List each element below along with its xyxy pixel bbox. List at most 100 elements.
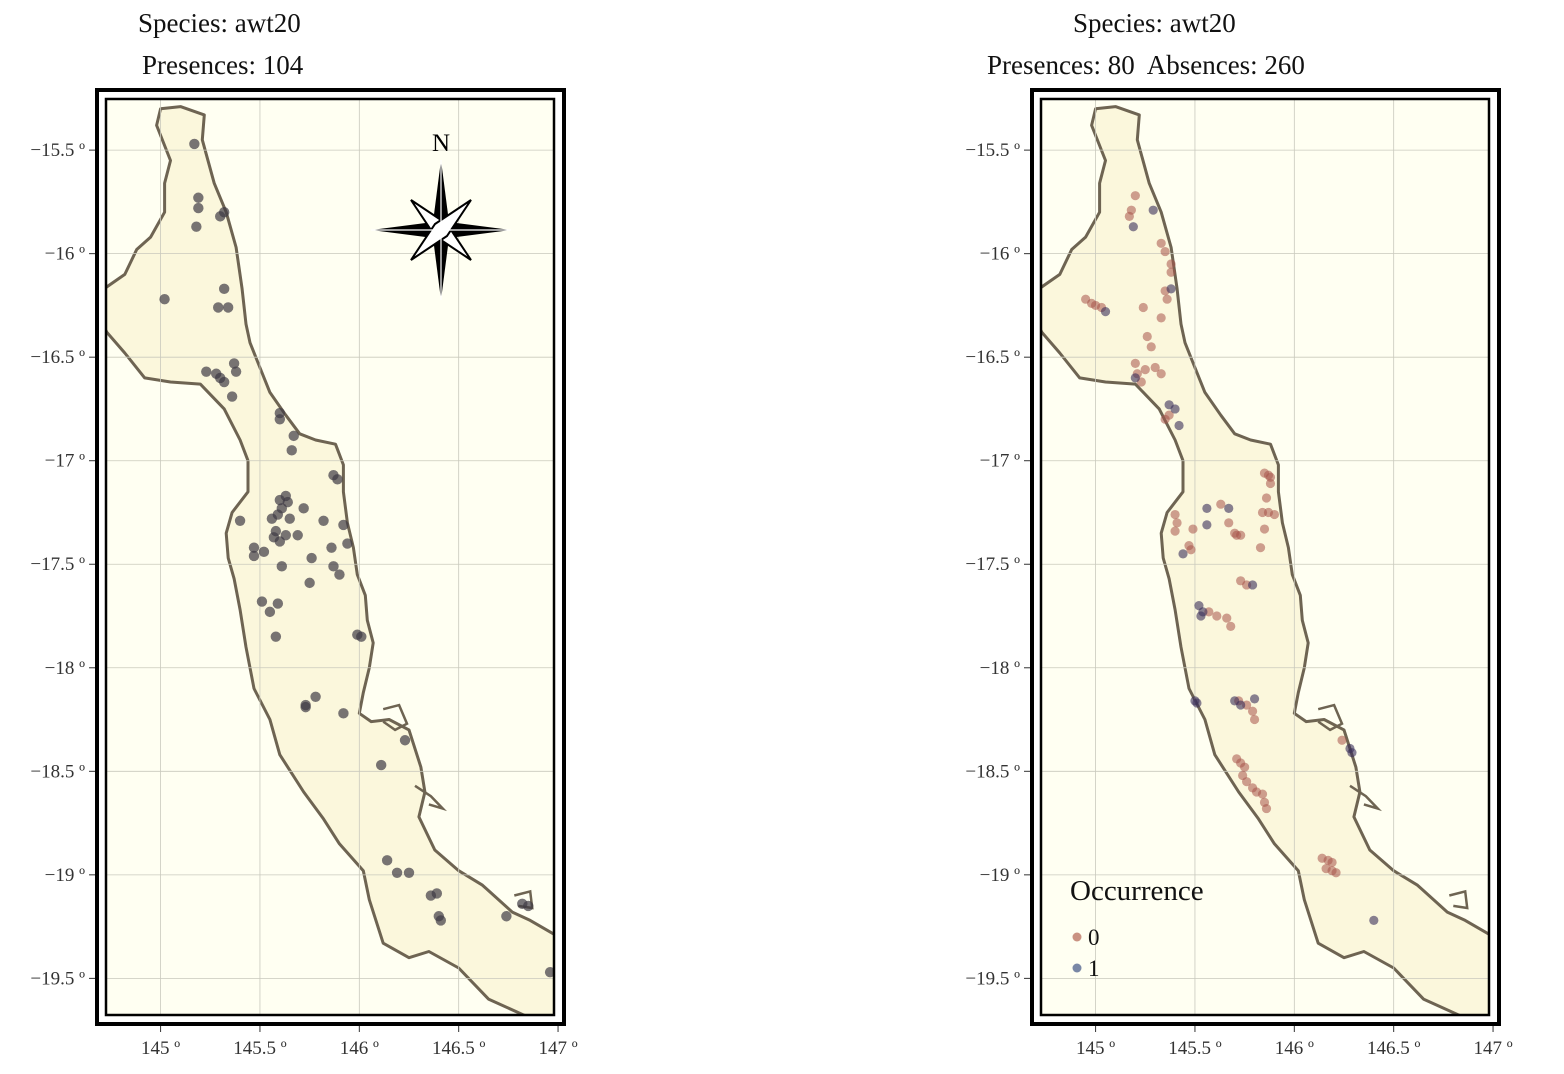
y-tick-label: −19 º — [980, 865, 1020, 886]
presence-point — [338, 519, 349, 531]
presence-point — [1178, 549, 1188, 559]
presence-point — [326, 542, 337, 553]
y-tick-label: −16 º — [45, 244, 85, 265]
map-frame-inner — [1039, 97, 1491, 1017]
presence-point — [213, 302, 224, 313]
absence-point — [1242, 777, 1252, 787]
absence-point — [1156, 369, 1166, 379]
absence-point — [1130, 191, 1140, 201]
absence-point — [1236, 530, 1246, 540]
absence-point — [1166, 267, 1176, 277]
presence-point — [342, 538, 353, 549]
y-tick-label: −17 º — [980, 451, 1020, 472]
absence-point — [1138, 302, 1148, 313]
map-panel-1: −15.5 º −16 º −16.5 º −17 º −17.5 º −18 º −18.… — [30, 88, 578, 1059]
absence-point — [1156, 238, 1166, 248]
presence-point — [544, 966, 553, 978]
absence-point — [1269, 509, 1280, 520]
presence-point — [274, 407, 286, 419]
presence-point — [193, 192, 204, 203]
presence-point — [332, 474, 343, 485]
island-outline — [1317, 703, 1344, 732]
absence-point — [1162, 294, 1172, 304]
presence-point — [268, 532, 280, 543]
presence-point — [304, 577, 315, 589]
presence-point — [1166, 284, 1176, 294]
map-plot-area — [107, 100, 553, 1014]
absence-point — [1216, 499, 1226, 509]
absence-point — [1327, 857, 1337, 868]
legend-title: Occurrence — [1070, 875, 1204, 907]
y-tick-label: −15.5 º — [30, 140, 85, 161]
presence-point — [282, 496, 293, 508]
presence-point — [338, 708, 349, 719]
presence-point — [300, 701, 311, 713]
presence-point — [1100, 307, 1111, 317]
absence-point — [1331, 868, 1341, 878]
y-tick-label: −17 º — [45, 451, 85, 472]
absence-point — [1140, 365, 1150, 375]
absence-point — [1261, 803, 1272, 814]
left-title-line2: Presences: 104 — [142, 50, 304, 80]
presence-point — [222, 302, 234, 313]
presence-point — [1170, 404, 1180, 414]
x-tick-label: 146 º — [340, 1038, 379, 1059]
absence-point — [1186, 545, 1196, 555]
absence-point — [1212, 611, 1222, 621]
absence-point — [1224, 518, 1234, 528]
presence-point — [218, 283, 230, 295]
y-tick-label: −16 º — [980, 244, 1020, 265]
absence-point — [1170, 526, 1180, 536]
map-frame-outer — [95, 88, 566, 1026]
north-arrow-icon: N — [371, 130, 511, 300]
north-label: N — [432, 130, 450, 157]
presence-point — [292, 530, 303, 541]
presence-point — [318, 515, 329, 526]
island-outline — [382, 703, 409, 732]
absence-point — [1146, 342, 1156, 352]
y-tick-label: −18.5 º — [965, 761, 1020, 782]
presence-point — [159, 294, 170, 305]
presence-point — [435, 915, 446, 926]
x-tick-label: 147 º — [538, 1038, 577, 1059]
presence-point — [403, 867, 415, 878]
presence-point — [218, 207, 230, 218]
absence-point — [1222, 613, 1232, 623]
presence-point — [280, 530, 291, 541]
presence-point — [1202, 520, 1212, 530]
legend-swatch — [1072, 963, 1082, 973]
presence-point — [328, 561, 339, 572]
x-tick-label: 145 º — [1076, 1038, 1115, 1059]
y-tick-label: −17.5 º — [30, 554, 85, 575]
absence-point — [1249, 714, 1260, 725]
y-tick-label: −16.5 º — [965, 347, 1020, 368]
legend-label: 1 — [1088, 956, 1100, 981]
presence-point — [1174, 420, 1184, 431]
island-outline — [1448, 889, 1469, 910]
presence-point — [375, 759, 387, 771]
region-outline — [1042, 105, 1488, 1014]
presence-point — [228, 358, 240, 369]
absence-point — [1130, 358, 1140, 368]
presence-point — [284, 513, 295, 524]
presence-point — [356, 631, 367, 642]
presence-point — [298, 503, 309, 514]
y-tick-label: −15.5 º — [965, 140, 1020, 161]
absence-point — [1255, 543, 1266, 553]
region-outline — [107, 105, 553, 1014]
legend-swatch — [1072, 932, 1082, 942]
presence-point — [248, 550, 260, 562]
absence-point — [1240, 762, 1250, 772]
presence-point — [1249, 694, 1260, 704]
y-tick-label: −16.5 º — [30, 347, 85, 368]
map-panel-2: −15.5 º −16 º −16.5 º −17 º −17.5 º −18 º −18.… — [965, 88, 1513, 1059]
absence-point — [1257, 789, 1268, 799]
absence-point — [1150, 362, 1160, 373]
y-tick-label: −19 º — [45, 865, 85, 886]
absence-point — [1166, 259, 1176, 269]
presence-point — [1192, 698, 1202, 708]
presence-point — [226, 391, 238, 402]
presence-point — [1148, 205, 1158, 215]
presence-point — [264, 606, 276, 618]
